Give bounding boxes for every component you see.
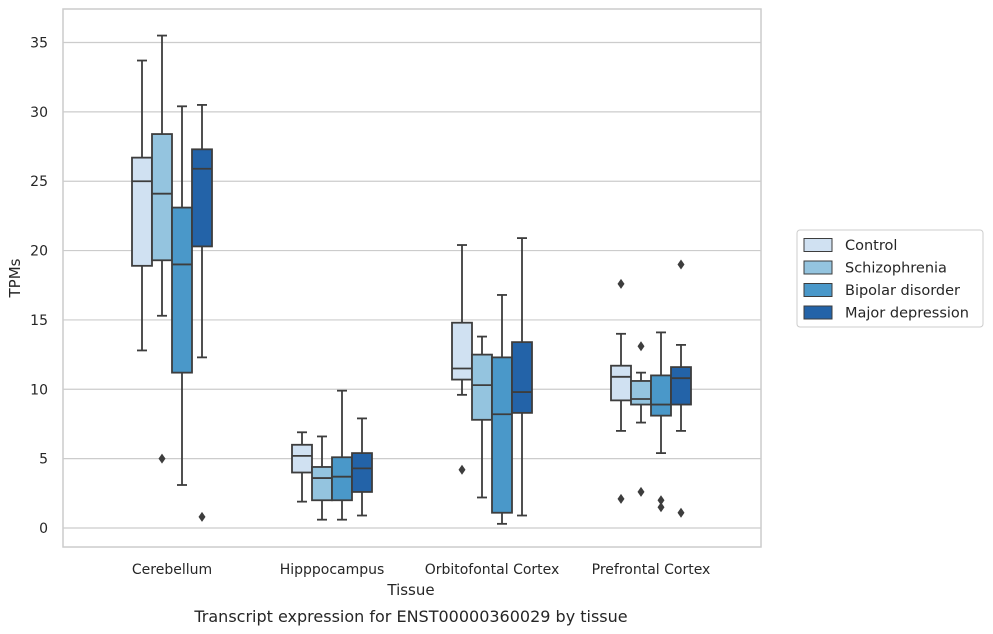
iqr-box [630,380,652,406]
box-0-1 [151,34,173,464]
iqr-box [670,366,692,406]
box-3-3 [670,259,692,518]
box-0-2 [171,105,193,486]
box-1-2 [331,389,353,521]
box-2-0 [451,244,473,475]
legend-label: Bipolar disorder [845,283,960,299]
legend-label: Schizophrenia [845,261,947,277]
y-tick-label: 10 [30,382,48,398]
outlier-point [637,486,645,497]
legend-item: Bipolar disorder [803,283,960,299]
outlier-point [198,511,206,522]
iqr-box [131,156,153,267]
box-0-3 [191,104,213,522]
chart-caption: Transcript expression for ENST0000036002… [193,607,627,626]
iqr-box [491,356,513,514]
x-axis-label: Tissue [386,581,434,599]
iqr-box [610,364,632,402]
box-1-0 [291,431,313,503]
y-tick-label: 30 [30,105,48,121]
legend-swatch [803,283,833,297]
box-0-0 [131,59,153,352]
legend-item: Control [803,238,897,254]
iqr-box [291,443,313,474]
legend-label: Control [845,238,897,254]
iqr-box [650,374,672,417]
legend-frame [796,229,984,328]
box-3-0 [610,278,632,504]
iqr-box [171,206,193,374]
y-tick-label: 0 [39,521,48,537]
box-2-2 [491,294,513,525]
x-tick-labels: Cerebellum Hipppocampus Orbitofontal Corte… [132,562,710,578]
legend: Control Schizophrenia Bipolar disorder Majo… [796,229,984,328]
outlier-point [617,278,625,289]
iqr-box [451,321,473,381]
gridlines [63,41,761,529]
outlier-point [637,341,645,352]
outlier-point [158,453,166,464]
y-tick-label: 35 [30,36,48,52]
outlier-point [617,493,625,504]
box-1-3 [351,417,373,517]
y-tick-label: 5 [39,452,48,468]
x-tick-label: Hipppocampus [280,562,385,578]
outlier-point [458,464,466,475]
legend-swatch [803,238,833,252]
box-1-1 [311,435,333,521]
iqr-box [351,452,373,493]
y-tick-label: 15 [30,313,48,329]
legend-item: Major depression [803,305,969,322]
y-tick-labels: 0 5 10 15 20 25 30 35 [30,36,48,538]
boxes [131,34,692,525]
legend-label: Major depression [845,306,969,322]
box-3-2 [650,331,672,513]
box-2-3 [511,237,533,517]
legend-item: Schizophrenia [803,260,947,277]
x-tick-label: Cerebellum [132,562,212,578]
y-tick-label: 20 [30,244,48,260]
plot-frame [62,8,762,548]
iqr-box [471,353,493,421]
outlier-point [677,507,685,518]
iqr-box [511,341,533,414]
y-axis-label: TPMs [6,258,24,298]
iqr-box [331,456,353,502]
box-3-1 [630,341,652,497]
legend-swatch [803,305,833,320]
iqr-box [191,148,213,248]
y-tick-label: 25 [30,174,48,190]
box-2-1 [471,335,493,499]
iqr-box [311,466,333,502]
legend-swatch [803,260,833,275]
outlier-point [657,502,665,513]
outlier-point [677,259,685,270]
x-tick-label: Prefrontal Cortex [592,562,711,578]
x-tick-label: Orbitofontal Cortex [425,562,560,578]
outlier-point [657,495,665,506]
iqr-box [151,133,173,262]
